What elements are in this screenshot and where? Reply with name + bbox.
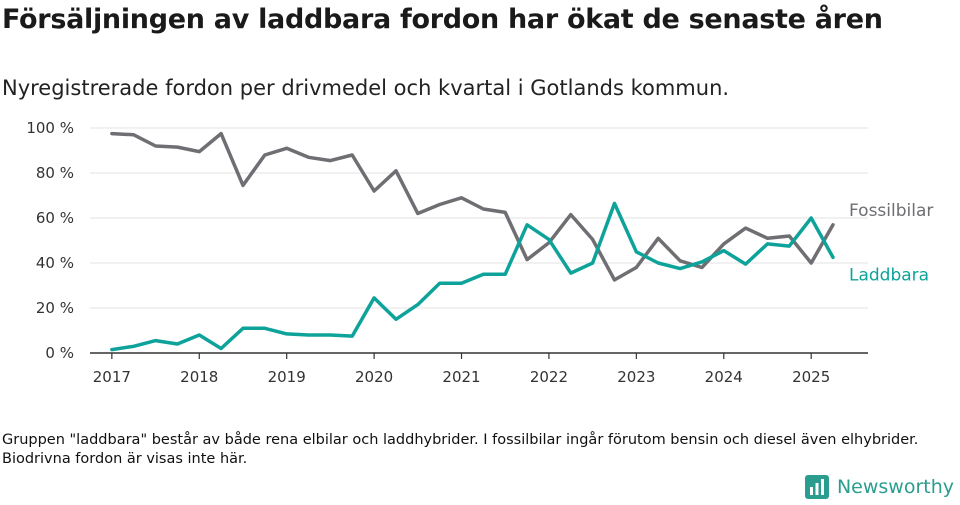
y-tick-label: 40 % <box>36 254 74 272</box>
series-lines <box>110 131 835 352</box>
chart-title: Försäljningen av laddbara fordon har öka… <box>2 4 883 35</box>
y-tick-label: 100 % <box>26 119 74 137</box>
series-line-fossilbilar <box>110 131 835 282</box>
y-tick-label: 20 % <box>36 299 74 317</box>
y-tick-label: 60 % <box>36 209 74 227</box>
x-tick-label: 2025 <box>792 368 830 386</box>
series-line-laddbara <box>110 201 835 352</box>
x-tick-label: 2023 <box>617 368 655 386</box>
x-tick-label: 2020 <box>355 368 393 386</box>
y-tick-label: 80 % <box>36 164 74 182</box>
footnote: Gruppen "laddbara" består av både rena e… <box>2 432 919 467</box>
grid-lines <box>90 127 868 309</box>
line-chart: 0 % 20 % 40 % 60 % 80 % 100 % 2017 2018 2019 202… <box>26 119 933 386</box>
x-tick-label: 2018 <box>180 368 218 386</box>
x-tick-label: 2021 <box>442 368 480 386</box>
y-axis-tick-labels: 0 % 20 % 40 % 60 % 80 % 100 % <box>26 119 74 362</box>
series-label-laddbara: Laddbara <box>849 265 929 285</box>
x-tick-label: 2024 <box>705 368 743 386</box>
x-axis: 2017 2018 2019 2020 2021 2022 2023 2024 2025 <box>90 352 868 386</box>
newsworthy-chart-icon <box>804 475 829 499</box>
newsworthy-logo: Newsworthy <box>804 474 954 500</box>
y-tick-label: 0 % <box>45 344 74 362</box>
series-label-fossilbilar: Fossilbilar <box>849 201 933 221</box>
chart-subtitle: Nyregistrerade fordon per drivmedel och … <box>2 76 730 100</box>
series-labels: Fossilbilar Laddbara <box>849 201 933 286</box>
brand-name: Newsworthy <box>836 476 954 498</box>
x-tick-label: 2017 <box>93 368 131 386</box>
x-tick-label: 2022 <box>530 368 568 386</box>
x-tick-label: 2019 <box>268 368 306 386</box>
